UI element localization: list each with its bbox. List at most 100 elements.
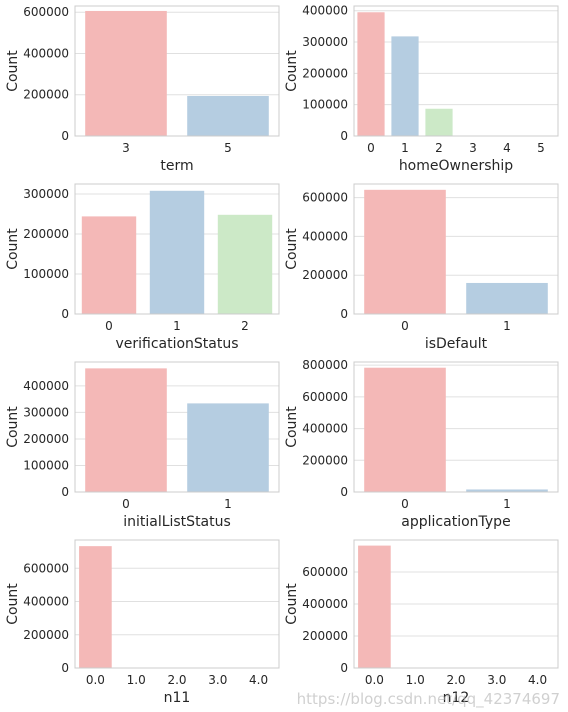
y-tick-label: 0 <box>61 485 69 499</box>
y-tick-label: 300000 <box>302 35 348 49</box>
x-tick-label: 2 <box>435 141 443 155</box>
x-tick-label: 3.0 <box>208 673 227 687</box>
x-tick-label: 0 <box>122 497 130 511</box>
axes-frame <box>353 361 559 493</box>
bar-isDefault-1 <box>466 282 548 314</box>
x-tick-label: 2 <box>241 319 249 333</box>
bar-verificationStatus-0 <box>81 216 137 314</box>
y-tick-label: 0 <box>61 129 69 143</box>
y-tick-label: 600000 <box>302 191 348 205</box>
y-tick-label: 200000 <box>302 453 348 467</box>
x-axis-label: verificationStatus <box>115 336 238 352</box>
axes-frame <box>74 539 280 669</box>
bar-verificationStatus-1 <box>149 190 205 314</box>
x-tick-label: 0 <box>401 497 409 511</box>
x-tick-label: 1 <box>224 497 232 511</box>
x-tick-label: 5 <box>537 141 545 155</box>
bar-isDefault-0 <box>364 189 446 314</box>
bar-verificationStatus-2 <box>217 214 273 314</box>
y-axis-label: Count <box>284 50 300 92</box>
y-axis-label: Count <box>5 50 21 92</box>
x-tick-label: 4.0 <box>528 673 547 687</box>
x-tick-label: 0 <box>105 319 113 333</box>
y-tick-label: 0 <box>340 485 348 499</box>
x-axis-label: term <box>160 158 193 174</box>
y-tick-label: 0 <box>340 661 348 675</box>
y-tick-label: 600000 <box>23 5 69 19</box>
y-axis-label: Count <box>284 228 300 270</box>
x-axis-label: n11 <box>164 690 191 706</box>
y-tick-label: 600000 <box>302 390 348 404</box>
axes-frame <box>353 183 559 315</box>
y-axis-label: Count <box>5 406 21 448</box>
chart-panel-term: 0 200000 400000 600000 3 5 term Count <box>5 5 280 174</box>
y-tick-label: 200000 <box>302 66 348 80</box>
bar-term-5 <box>187 95 269 136</box>
x-tick-label: 0 <box>367 141 375 155</box>
x-tick-label: 1.0 <box>406 673 425 687</box>
x-tick-label: 4.0 <box>249 673 268 687</box>
chart-panel-initialListStatus: 0 100000 200000 300000 400000 0 1 initialListSt… <box>5 361 280 530</box>
y-tick-label: 400000 <box>302 422 348 436</box>
bar-term-3 <box>85 10 167 137</box>
y-axis-label: Count <box>284 583 300 625</box>
y-tick-label: 400000 <box>23 379 69 393</box>
x-axis-label: isDefault <box>425 336 488 352</box>
chart-panel-n11: 0 200000 400000 600000 0.0 1.0 2.0 3.0 4.0 n11 Cou… <box>5 539 280 706</box>
axes-frame <box>74 361 280 493</box>
y-tick-label: 200000 <box>23 227 69 241</box>
y-tick-label: 0 <box>61 307 69 321</box>
y-tick-label: 100000 <box>302 98 348 112</box>
y-tick-label: 400000 <box>23 46 69 60</box>
x-axis-label: initialListStatus <box>123 514 231 530</box>
chart-panel-n12: 0 200000 400000 600000 0.0 1.0 2.0 3.0 4.0 n12 Cou… <box>284 539 559 706</box>
bar-initialListStatus-0 <box>85 368 167 492</box>
chart-panel-applicationType: 0 200000 400000 600000 800000 0 1 applicationTy… <box>284 358 559 530</box>
y-tick-label: 200000 <box>302 629 348 643</box>
y-tick-label: 600000 <box>302 565 348 579</box>
bar-applicationType-0 <box>364 367 446 492</box>
chart-panel-verificationStatus: 0 100000 200000 300000 0 1 2verificationStatus… <box>5 183 280 352</box>
y-tick-label: 300000 <box>23 187 69 201</box>
y-tick-label: 200000 <box>23 628 69 642</box>
y-tick-label: 200000 <box>23 432 69 446</box>
y-tick-label: 400000 <box>302 597 348 611</box>
x-axis-label: homeOwnership <box>399 158 513 174</box>
y-axis-label: Count <box>284 406 300 448</box>
x-tick-label: 3.0 <box>487 673 506 687</box>
y-tick-label: 200000 <box>23 88 69 102</box>
chart-panel-isDefault: 0 200000 400000 600000 0 1 isDefault Count <box>284 183 559 352</box>
x-tick-label: 3 <box>469 141 477 155</box>
x-tick-label: 1 <box>173 319 181 333</box>
y-tick-label: 100000 <box>23 267 69 281</box>
axes-frame <box>74 5 280 137</box>
y-tick-label: 800000 <box>302 358 348 372</box>
x-tick-label: 1 <box>401 141 409 155</box>
x-tick-label: 2.0 <box>167 673 186 687</box>
y-axis-label: Count <box>5 583 21 625</box>
x-tick-label: 1 <box>503 497 511 511</box>
bar-n12-0.0 <box>358 545 391 668</box>
bar-n11-0.0 <box>79 546 112 668</box>
axes-frame <box>353 5 559 137</box>
y-tick-label: 0 <box>340 307 348 321</box>
x-tick-label: 1 <box>503 319 511 333</box>
x-tick-label: 2.0 <box>446 673 465 687</box>
bar-applicationType-1 <box>466 489 548 492</box>
y-tick-label: 100000 <box>23 458 69 472</box>
x-tick-label: 1.0 <box>127 673 146 687</box>
y-tick-label: 400000 <box>302 4 348 18</box>
y-tick-label: 200000 <box>302 268 348 282</box>
chart-panel-homeOwnership: 0 100000 200000 300000 400000 0 1 2 3 4 5 homeOwner… <box>284 4 559 174</box>
y-axis-label: Count <box>5 228 21 270</box>
x-tick-label: 0 <box>401 319 409 333</box>
y-tick-label: 300000 <box>23 405 69 419</box>
x-axis-label: applicationType <box>401 514 510 530</box>
y-tick-label: 600000 <box>23 561 69 575</box>
x-tick-label: 0.0 <box>365 673 384 687</box>
bar-homeOwnership-2 <box>425 108 453 136</box>
x-tick-label: 4 <box>503 141 511 155</box>
y-tick-label: 0 <box>61 661 69 675</box>
y-tick-label: 400000 <box>23 595 69 609</box>
